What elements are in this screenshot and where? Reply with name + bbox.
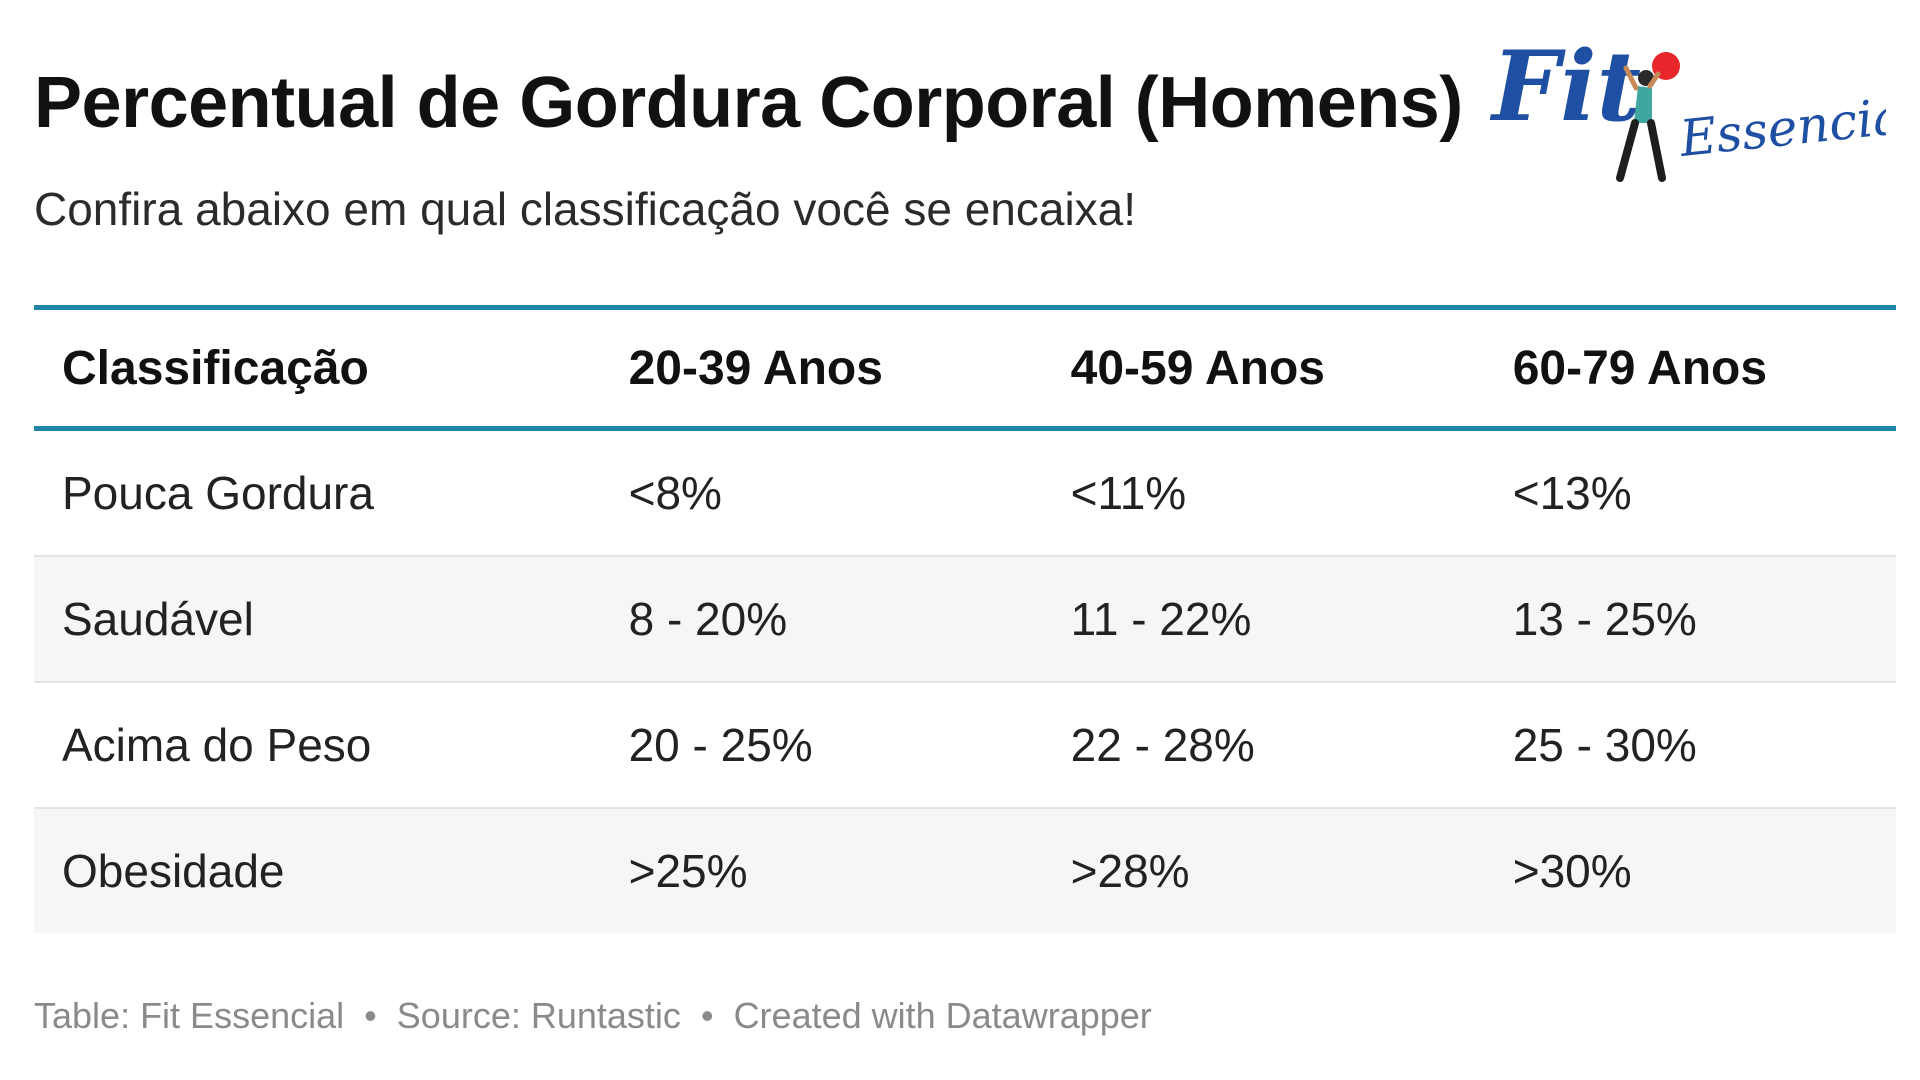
table-credit: Table: Fit Essencial [34,995,345,1036]
table-cell: 20 - 25% [628,719,813,771]
table-row: Obesidade >25% >28% >30% [34,808,1896,933]
figure-icon [1616,52,1680,182]
brand-logo: Fit Essencial [1486,28,1886,188]
table-cell: >28% [1070,845,1190,897]
table-cell: >30% [1512,845,1632,897]
header: Percentual de Gordura Corporal (Homens) … [34,0,1886,290]
created-with-credit: Created with Datawrapper [733,995,1152,1036]
logo-fit-text: Fit [1489,30,1641,143]
table-cell: 22 - 28% [1070,719,1255,771]
table-cell: <8% [628,467,722,519]
footer-separator: • [700,995,714,1036]
table-cell: 11 - 22% [1070,593,1252,645]
table-cell: >25% [628,845,748,897]
column-header-40-59: 40-59 Anos [1070,341,1325,395]
table-cell: <11% [1070,467,1187,519]
table-cell: 25 - 30% [1512,719,1697,771]
table-cell: <13% [1512,467,1632,519]
column-header-classificacao: Classificação [62,341,369,395]
row-label: Obesidade [62,845,285,897]
row-label: Pouca Gordura [62,467,374,519]
footer-separator: • [364,995,377,1036]
table-header-row: Classificação 20-39 Anos 40-59 Anos 60-7… [34,307,1896,429]
source-credit: Source: Runtastic [396,995,681,1036]
row-label: Saudável [62,593,254,645]
body-fat-table: Classificação 20-39 Anos 40-59 Anos 60-7… [34,305,1896,933]
table-row: Acima do Peso 20 - 25% 22 - 28% 25 - 30% [34,682,1896,808]
logo-essencial-text: Essencial [1676,85,1886,168]
table-cell: 13 - 25% [1512,593,1697,645]
table-row: Saudável 8 - 20% 11 - 22% 13 - 25% [34,556,1896,682]
column-header-60-79: 60-79 Anos [1512,341,1768,395]
table-row: Pouca Gordura <8% <11% <13% [34,429,1896,556]
page-title: Percentual de Gordura Corporal (Homens) [34,63,1463,143]
footer-credits: Table: Fit Essencial • Source: Runtastic… [34,995,1152,1037]
column-header-20-39: 20-39 Anos [628,341,883,395]
page-subtitle: Confira abaixo em qual classificação voc… [34,183,1137,235]
table-cell: 8 - 20% [628,593,788,645]
row-label: Acima do Peso [62,719,372,771]
